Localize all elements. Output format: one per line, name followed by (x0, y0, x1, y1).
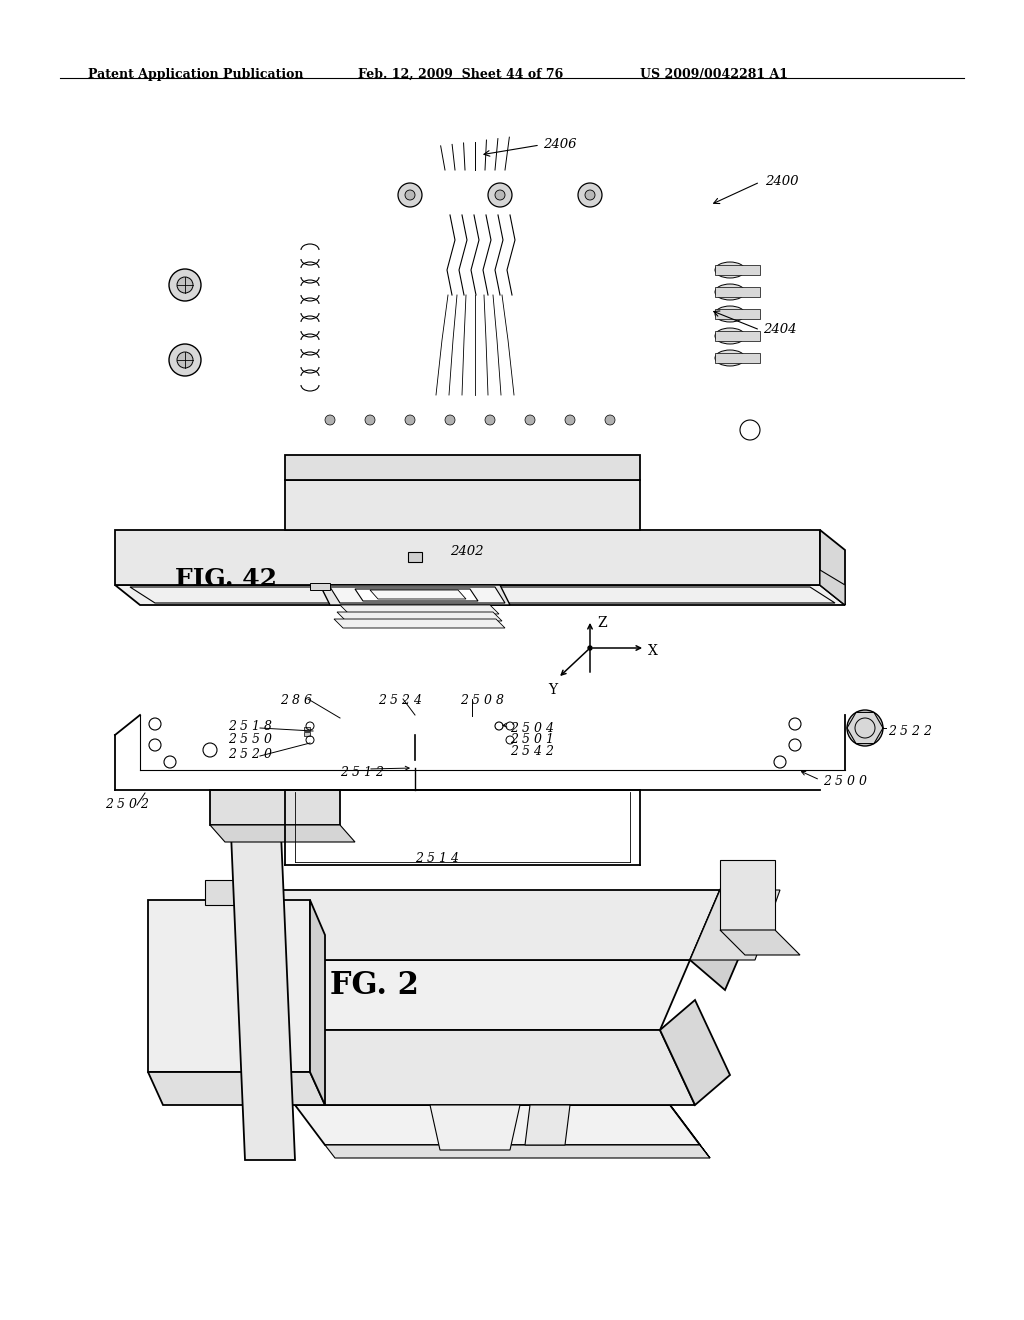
Circle shape (406, 414, 415, 425)
Polygon shape (115, 585, 845, 605)
Text: US 2009/0042281 A1: US 2009/0042281 A1 (640, 69, 788, 81)
Polygon shape (325, 1144, 710, 1158)
Text: 2 5 4 2: 2 5 4 2 (510, 744, 554, 758)
Circle shape (525, 414, 535, 425)
Text: 2 5 0 8: 2 5 0 8 (460, 694, 504, 708)
Circle shape (485, 414, 495, 425)
Text: 2 5 0 0: 2 5 0 0 (823, 775, 867, 788)
Polygon shape (690, 890, 755, 990)
Text: 2 5 0 4: 2 5 0 4 (510, 722, 554, 735)
Polygon shape (315, 1030, 695, 1105)
Polygon shape (715, 352, 760, 363)
Polygon shape (230, 810, 295, 1160)
Polygon shape (408, 552, 422, 562)
Text: 2 5 0 2: 2 5 0 2 (105, 799, 150, 810)
Text: 2406: 2406 (543, 139, 577, 150)
Text: FIG. 42: FIG. 42 (175, 568, 278, 591)
Bar (304, 733, 310, 737)
Text: Y: Y (548, 682, 557, 697)
Text: 2 5 5 0: 2 5 5 0 (228, 733, 272, 746)
Polygon shape (285, 455, 640, 480)
Polygon shape (340, 605, 499, 614)
Text: 2 5 1 8: 2 5 1 8 (228, 719, 272, 733)
Polygon shape (715, 331, 760, 341)
Text: 2 5 1 2: 2 5 1 2 (340, 766, 384, 779)
Polygon shape (255, 890, 720, 960)
Polygon shape (115, 531, 820, 585)
Polygon shape (690, 890, 780, 960)
Text: 2 5 0 1: 2 5 0 1 (510, 733, 554, 746)
Circle shape (169, 269, 201, 301)
Circle shape (177, 352, 193, 368)
Ellipse shape (715, 327, 745, 345)
Polygon shape (370, 590, 466, 599)
Text: FG. 2: FG. 2 (330, 970, 419, 1001)
Ellipse shape (715, 350, 745, 366)
Polygon shape (670, 1105, 710, 1158)
Text: X: X (648, 644, 657, 657)
Text: 2404: 2404 (763, 323, 797, 337)
Text: 2 5 2 2: 2 5 2 2 (888, 725, 932, 738)
Polygon shape (720, 861, 775, 931)
Polygon shape (720, 931, 800, 954)
Circle shape (578, 183, 602, 207)
Polygon shape (205, 880, 270, 906)
Text: 2400: 2400 (765, 176, 799, 187)
Circle shape (406, 190, 415, 201)
Circle shape (488, 183, 512, 207)
Polygon shape (820, 570, 845, 605)
Polygon shape (525, 1105, 570, 1144)
Polygon shape (715, 265, 760, 275)
Text: 2 8 6: 2 8 6 (280, 694, 312, 708)
Polygon shape (148, 900, 310, 1072)
Bar (304, 727, 310, 731)
Polygon shape (820, 531, 845, 605)
Text: 2 5 1 4: 2 5 1 4 (415, 851, 459, 865)
Circle shape (847, 710, 883, 746)
Circle shape (177, 277, 193, 293)
Text: 2 5 2 4: 2 5 2 4 (378, 694, 422, 708)
Circle shape (445, 414, 455, 425)
Ellipse shape (715, 306, 745, 322)
Polygon shape (715, 309, 760, 319)
Polygon shape (330, 587, 505, 603)
Polygon shape (430, 1105, 520, 1150)
Polygon shape (210, 825, 355, 842)
Circle shape (365, 414, 375, 425)
Polygon shape (660, 1001, 730, 1105)
Polygon shape (715, 286, 760, 297)
Circle shape (169, 345, 201, 376)
Circle shape (585, 190, 595, 201)
Polygon shape (334, 619, 505, 628)
Polygon shape (285, 960, 690, 1030)
Ellipse shape (715, 261, 745, 279)
Polygon shape (355, 589, 478, 601)
Circle shape (588, 645, 592, 649)
Polygon shape (285, 480, 640, 531)
Text: 2402: 2402 (450, 545, 483, 558)
Text: Z: Z (597, 616, 606, 630)
Circle shape (495, 190, 505, 201)
Text: Feb. 12, 2009  Sheet 44 of 76: Feb. 12, 2009 Sheet 44 of 76 (358, 69, 563, 81)
Text: Patent Application Publication: Patent Application Publication (88, 69, 303, 81)
Polygon shape (210, 789, 340, 825)
Polygon shape (337, 612, 502, 620)
Polygon shape (148, 1072, 325, 1105)
Text: 2 5 2 0: 2 5 2 0 (228, 748, 272, 762)
Circle shape (565, 414, 575, 425)
Circle shape (605, 414, 615, 425)
Circle shape (325, 414, 335, 425)
Polygon shape (310, 900, 325, 1105)
Polygon shape (319, 585, 510, 605)
Polygon shape (310, 583, 330, 590)
Polygon shape (295, 1105, 700, 1144)
Ellipse shape (715, 284, 745, 300)
Circle shape (398, 183, 422, 207)
